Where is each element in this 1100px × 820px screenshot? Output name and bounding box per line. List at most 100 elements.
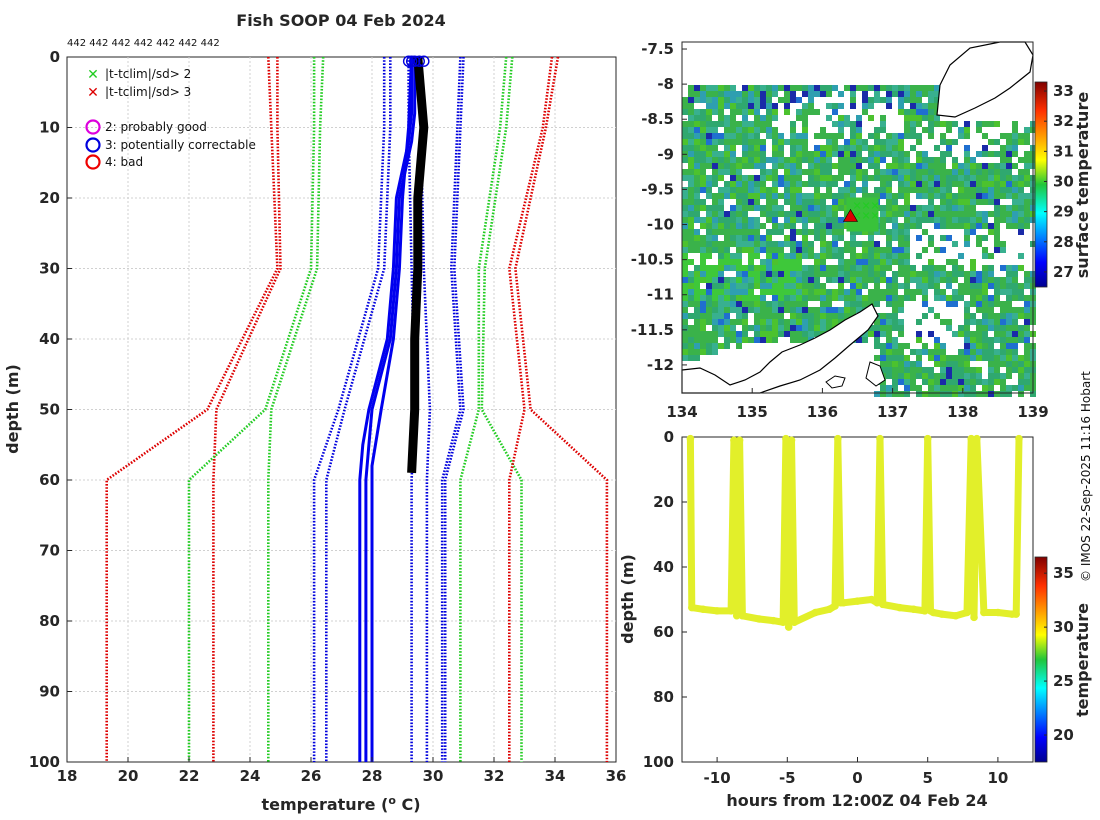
map-x-ticks: 134 135 136 137 138 139 bbox=[666, 388, 1049, 421]
sst-cell bbox=[694, 325, 700, 331]
sst-cell bbox=[826, 265, 832, 271]
sst-cell bbox=[874, 247, 880, 253]
sst-cell bbox=[706, 97, 712, 103]
sst-cell bbox=[958, 271, 964, 277]
sst-cell bbox=[742, 229, 748, 235]
sst-cell bbox=[736, 319, 742, 325]
sst-cell bbox=[1000, 247, 1006, 253]
sst-cell bbox=[892, 253, 898, 259]
climatology-series bbox=[440, 56, 462, 762]
sst-cell bbox=[934, 289, 940, 295]
sst-cell bbox=[694, 121, 700, 127]
sst-cell bbox=[760, 169, 766, 175]
map-x-tick-label: 134 bbox=[666, 403, 697, 421]
sst-cell bbox=[814, 319, 820, 325]
sst-cell bbox=[790, 121, 796, 127]
sst-cell bbox=[766, 325, 772, 331]
sst-cell bbox=[802, 217, 808, 223]
sst-cell bbox=[796, 97, 802, 103]
sst-cell bbox=[844, 145, 850, 151]
sst-cell bbox=[856, 169, 862, 175]
sst-cell bbox=[940, 391, 946, 397]
sst-cell bbox=[964, 217, 970, 223]
sst-cell bbox=[856, 259, 862, 265]
sst-cell bbox=[892, 319, 898, 325]
sst-cell bbox=[724, 325, 730, 331]
sst-cell bbox=[856, 85, 862, 91]
sst-cell bbox=[940, 133, 946, 139]
sst-cell bbox=[688, 229, 694, 235]
sst-cell bbox=[796, 289, 802, 295]
sst-cell bbox=[976, 223, 982, 229]
sst-cell bbox=[976, 151, 982, 157]
sst-cell bbox=[718, 319, 724, 325]
sst-cell bbox=[904, 241, 910, 247]
sst-cell bbox=[748, 103, 754, 109]
sst-cell bbox=[928, 133, 934, 139]
sst-cell bbox=[772, 91, 778, 97]
depth-time-point bbox=[779, 618, 787, 627]
sst-cell bbox=[1006, 139, 1012, 145]
sst-cell bbox=[982, 391, 988, 397]
sst-cell bbox=[946, 169, 952, 175]
sst-cell bbox=[928, 217, 934, 223]
sst-cell bbox=[1018, 175, 1024, 181]
sst-cell bbox=[778, 295, 784, 301]
sst-cell bbox=[844, 289, 850, 295]
sst-cell bbox=[790, 229, 796, 235]
sst-cell bbox=[976, 187, 982, 193]
sst-cell bbox=[736, 283, 742, 289]
sst-cell bbox=[928, 211, 934, 217]
sst-cell bbox=[1000, 391, 1006, 397]
sst-cell bbox=[886, 145, 892, 151]
sst-cell bbox=[688, 163, 694, 169]
sst-cell bbox=[988, 211, 994, 217]
depth-time-point bbox=[909, 605, 918, 614]
sst-cell bbox=[982, 271, 988, 277]
sst-cell bbox=[1024, 295, 1030, 301]
sst-cell bbox=[694, 337, 700, 343]
sst-cell bbox=[904, 85, 910, 91]
sst-cell bbox=[772, 271, 778, 277]
depth-time-point bbox=[967, 434, 976, 443]
sst-cell bbox=[808, 265, 814, 271]
sst-cell bbox=[988, 319, 994, 325]
sst-cell bbox=[892, 163, 898, 169]
sst-cell bbox=[814, 175, 820, 181]
sst-cell bbox=[760, 205, 766, 211]
sst-cell bbox=[1018, 265, 1024, 271]
sst-cell bbox=[994, 337, 1000, 343]
sst-cell bbox=[940, 349, 946, 355]
sst-cell bbox=[688, 289, 694, 295]
coastlines bbox=[681, 41, 1034, 394]
sst-cell bbox=[754, 103, 760, 109]
sst-cell bbox=[964, 199, 970, 205]
sst-cell bbox=[970, 181, 976, 187]
sst-cell bbox=[706, 163, 712, 169]
sst-cell bbox=[868, 247, 874, 253]
sst-cell bbox=[718, 169, 724, 175]
sst-cell bbox=[772, 253, 778, 259]
sst-cell bbox=[910, 103, 916, 109]
sst-cell bbox=[778, 331, 784, 337]
sst-cell bbox=[730, 259, 736, 265]
sst-cell bbox=[742, 151, 748, 157]
sst-cell bbox=[814, 265, 820, 271]
sst-cell bbox=[754, 253, 760, 259]
sst-cell bbox=[892, 379, 898, 385]
climatology-series bbox=[324, 57, 392, 762]
sst-cell bbox=[766, 91, 772, 97]
sst-cell bbox=[748, 277, 754, 283]
sst-cell bbox=[982, 331, 988, 337]
sst-cell bbox=[934, 391, 940, 397]
sst-cell bbox=[814, 325, 820, 331]
sst-cell bbox=[1024, 163, 1030, 169]
sst-cell bbox=[790, 247, 796, 253]
depth-time-y-tick-label: 0 bbox=[664, 428, 674, 446]
sst-cell bbox=[976, 277, 982, 283]
sst-cell bbox=[964, 127, 970, 133]
sst-cell bbox=[682, 97, 688, 103]
sst-cell bbox=[748, 247, 754, 253]
sst-cell bbox=[850, 145, 856, 151]
sst-cell bbox=[748, 163, 754, 169]
